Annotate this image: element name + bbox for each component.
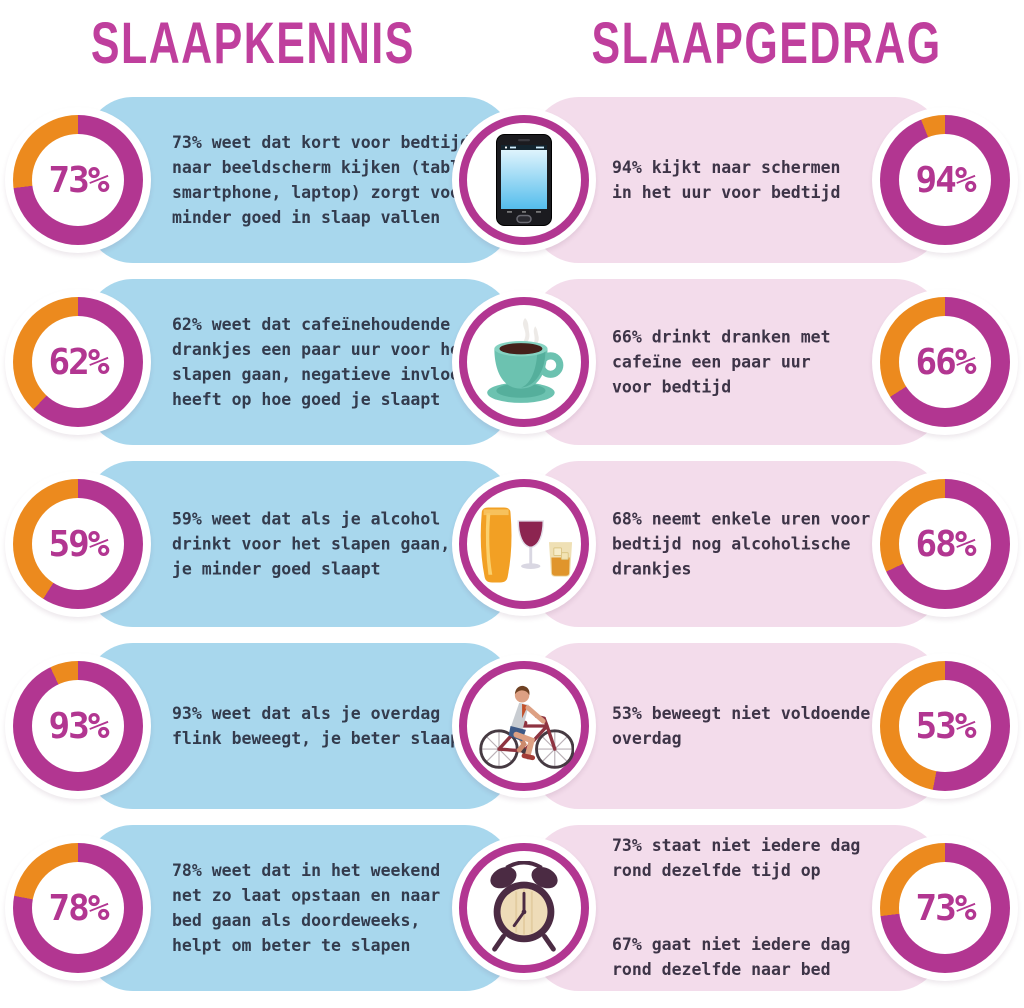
row-screens: 73% 73% weet dat kort voor bedtijd naar … [0, 97, 1024, 263]
knowledge-donut-chart: 62% [5, 289, 151, 435]
behavior-text: 53% beweegt niet voldoende overdag [612, 703, 871, 748]
donut-hole: 59% [32, 498, 124, 590]
donut-hole: 66% [899, 316, 991, 408]
knowledge-panel [85, 825, 513, 991]
behavior-donut-chart: 53% [872, 653, 1018, 799]
smartphone-icon [459, 115, 589, 245]
donut-hole: 93% [32, 680, 124, 772]
behavior-percent-label: 73% [915, 887, 976, 929]
icon-badge [452, 108, 596, 252]
knowledge-donut-chart: 59% [5, 471, 151, 617]
knowledge-donut-chart: 73% [5, 107, 151, 253]
behavior-donut-chart: 66% [872, 289, 1018, 435]
donut-ring: 73% [13, 115, 143, 245]
donut-hole: 94% [899, 134, 991, 226]
knowledge-panel [85, 97, 513, 263]
alarm-clock-icon [459, 843, 589, 973]
knowledge-donut-chart: 78% [5, 835, 151, 981]
behavior-percent-label: 68% [915, 523, 976, 565]
behavior-percent-label: 53% [915, 705, 976, 747]
icon-badge [452, 836, 596, 980]
row-caffeine: 62% 62% weet dat cafeïnehoudende drankje… [0, 279, 1024, 445]
behavior-donut-chart: 94% [872, 107, 1018, 253]
knowledge-column-title: SLAAPKENNIS [91, 11, 415, 76]
knowledge-percent-label: 73% [48, 159, 109, 201]
icon-badge [452, 290, 596, 434]
behavior-donut-chart: 68% [872, 471, 1018, 617]
icon-badge [452, 654, 596, 798]
row-sleep-schedule: 78% 78% weet dat in het weekend net zo l… [0, 825, 1024, 991]
donut-hole: 68% [899, 498, 991, 590]
knowledge-text: 78% weet dat in het weekend net zo laat … [172, 860, 441, 956]
knowledge-panel [85, 461, 513, 627]
donut-ring: 59% [13, 479, 143, 609]
behavior-text: 66% drinkt dranken met cafeïne een paar … [612, 327, 831, 397]
knowledge-text: 62% weet dat cafeïnehoudende drankjes ee… [172, 314, 471, 410]
bicycle-icon [459, 661, 589, 791]
donut-ring: 68% [880, 479, 1010, 609]
behavior-column-title: SLAAPGEDRAG [591, 11, 943, 76]
knowledge-panel [85, 643, 513, 809]
knowledge-panel [85, 279, 513, 445]
behavior-percent-label: 66% [915, 341, 976, 383]
row-exercise: 93% 93% weet dat als je overdag flink be… [0, 643, 1024, 809]
row-alcohol: 59% 59% weet dat als je alcohol drinkt v… [0, 461, 1024, 627]
drinks-icon [459, 479, 589, 609]
behavior-text: 94% kijkt naar schermen in het uur voor … [612, 157, 841, 202]
donut-ring: 53% [880, 661, 1010, 791]
knowledge-text: 59% weet dat als je alcohol drinkt voor … [172, 509, 451, 579]
donut-hole: 78% [32, 862, 124, 954]
donut-hole: 62% [32, 316, 124, 408]
knowledge-percent-label: 78% [48, 887, 109, 929]
donut-ring: 78% [13, 843, 143, 973]
donut-hole: 53% [899, 680, 991, 772]
knowledge-percent-label: 93% [48, 705, 109, 747]
knowledge-percent-label: 59% [48, 523, 109, 565]
donut-ring: 62% [13, 297, 143, 427]
donut-ring: 66% [880, 297, 1010, 427]
donut-ring: 94% [880, 115, 1010, 245]
knowledge-donut-chart: 93% [5, 653, 151, 799]
behavior-text: 68% neemt enkele uren voor bedtijd nog a… [612, 509, 871, 579]
donut-ring: 73% [880, 843, 1010, 973]
icon-badge [452, 472, 596, 616]
coffee-icon [459, 297, 589, 427]
behavior-percent-label: 94% [915, 159, 976, 201]
donut-hole: 73% [32, 134, 124, 226]
donut-hole: 73% [899, 862, 991, 954]
behavior-text: 73% staat niet iedere dag rond dezelfde … [612, 836, 861, 980]
behavior-donut-chart: 73% [872, 835, 1018, 981]
header-bar: SLAAPKENNIS SLAAPGEDRAG [0, 0, 1024, 97]
knowledge-percent-label: 62% [48, 341, 109, 383]
donut-ring: 93% [13, 661, 143, 791]
